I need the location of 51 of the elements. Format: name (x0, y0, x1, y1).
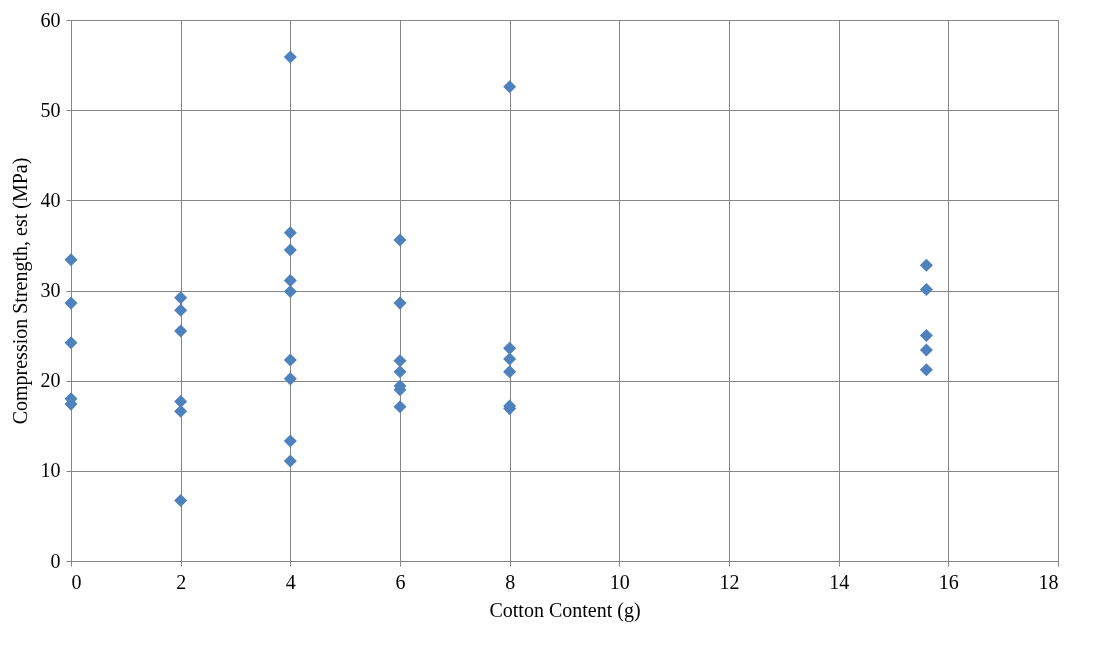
point (919, 258, 933, 272)
point (174, 291, 188, 305)
point (503, 352, 517, 366)
point (919, 283, 933, 297)
y-tick-label: 50 (40, 98, 61, 121)
point (919, 363, 933, 377)
x-tick-label: 2 (176, 570, 187, 593)
point (283, 284, 297, 298)
x-tick-label: 6 (395, 570, 406, 593)
x-tick-label: 10 (609, 570, 630, 593)
point (283, 372, 297, 386)
point (64, 253, 78, 267)
x-tick-label: 12 (719, 570, 740, 593)
y-tick-label: 0 (50, 549, 61, 572)
x-tick-label: 14 (829, 570, 850, 593)
point (174, 303, 188, 317)
point (283, 50, 297, 64)
point (503, 365, 517, 379)
point (919, 329, 933, 343)
y-tick-label: 60 (40, 8, 61, 31)
point (64, 296, 78, 310)
y-tick-label: 10 (40, 459, 61, 482)
x-axis-title: Cotton Content (g) (489, 598, 641, 622)
y-tick-label: 20 (40, 369, 61, 392)
y-tick-label: 40 (40, 188, 61, 211)
point (283, 454, 297, 468)
point (919, 343, 933, 357)
x-tick-label: 0 (71, 570, 82, 593)
y-tick-label: 30 (40, 279, 61, 301)
point (283, 353, 297, 367)
point (64, 336, 78, 350)
point (174, 404, 188, 418)
point (393, 296, 407, 310)
point (174, 494, 188, 508)
point (393, 365, 407, 379)
point (393, 400, 407, 414)
x-tick-label: 16 (938, 570, 959, 593)
point (283, 243, 297, 257)
point (283, 274, 297, 288)
point (174, 394, 188, 408)
point (283, 434, 297, 448)
point (503, 341, 517, 355)
x-tick-label: 18 (1038, 570, 1059, 593)
y-axis-title: Compression Strength, est (MPa) (8, 157, 32, 425)
point (283, 226, 297, 240)
point (393, 354, 407, 368)
point (174, 324, 188, 338)
point (393, 233, 407, 247)
x-tick-label: 8 (505, 570, 516, 593)
x-tick-label: 4 (285, 570, 296, 593)
point (503, 80, 517, 94)
